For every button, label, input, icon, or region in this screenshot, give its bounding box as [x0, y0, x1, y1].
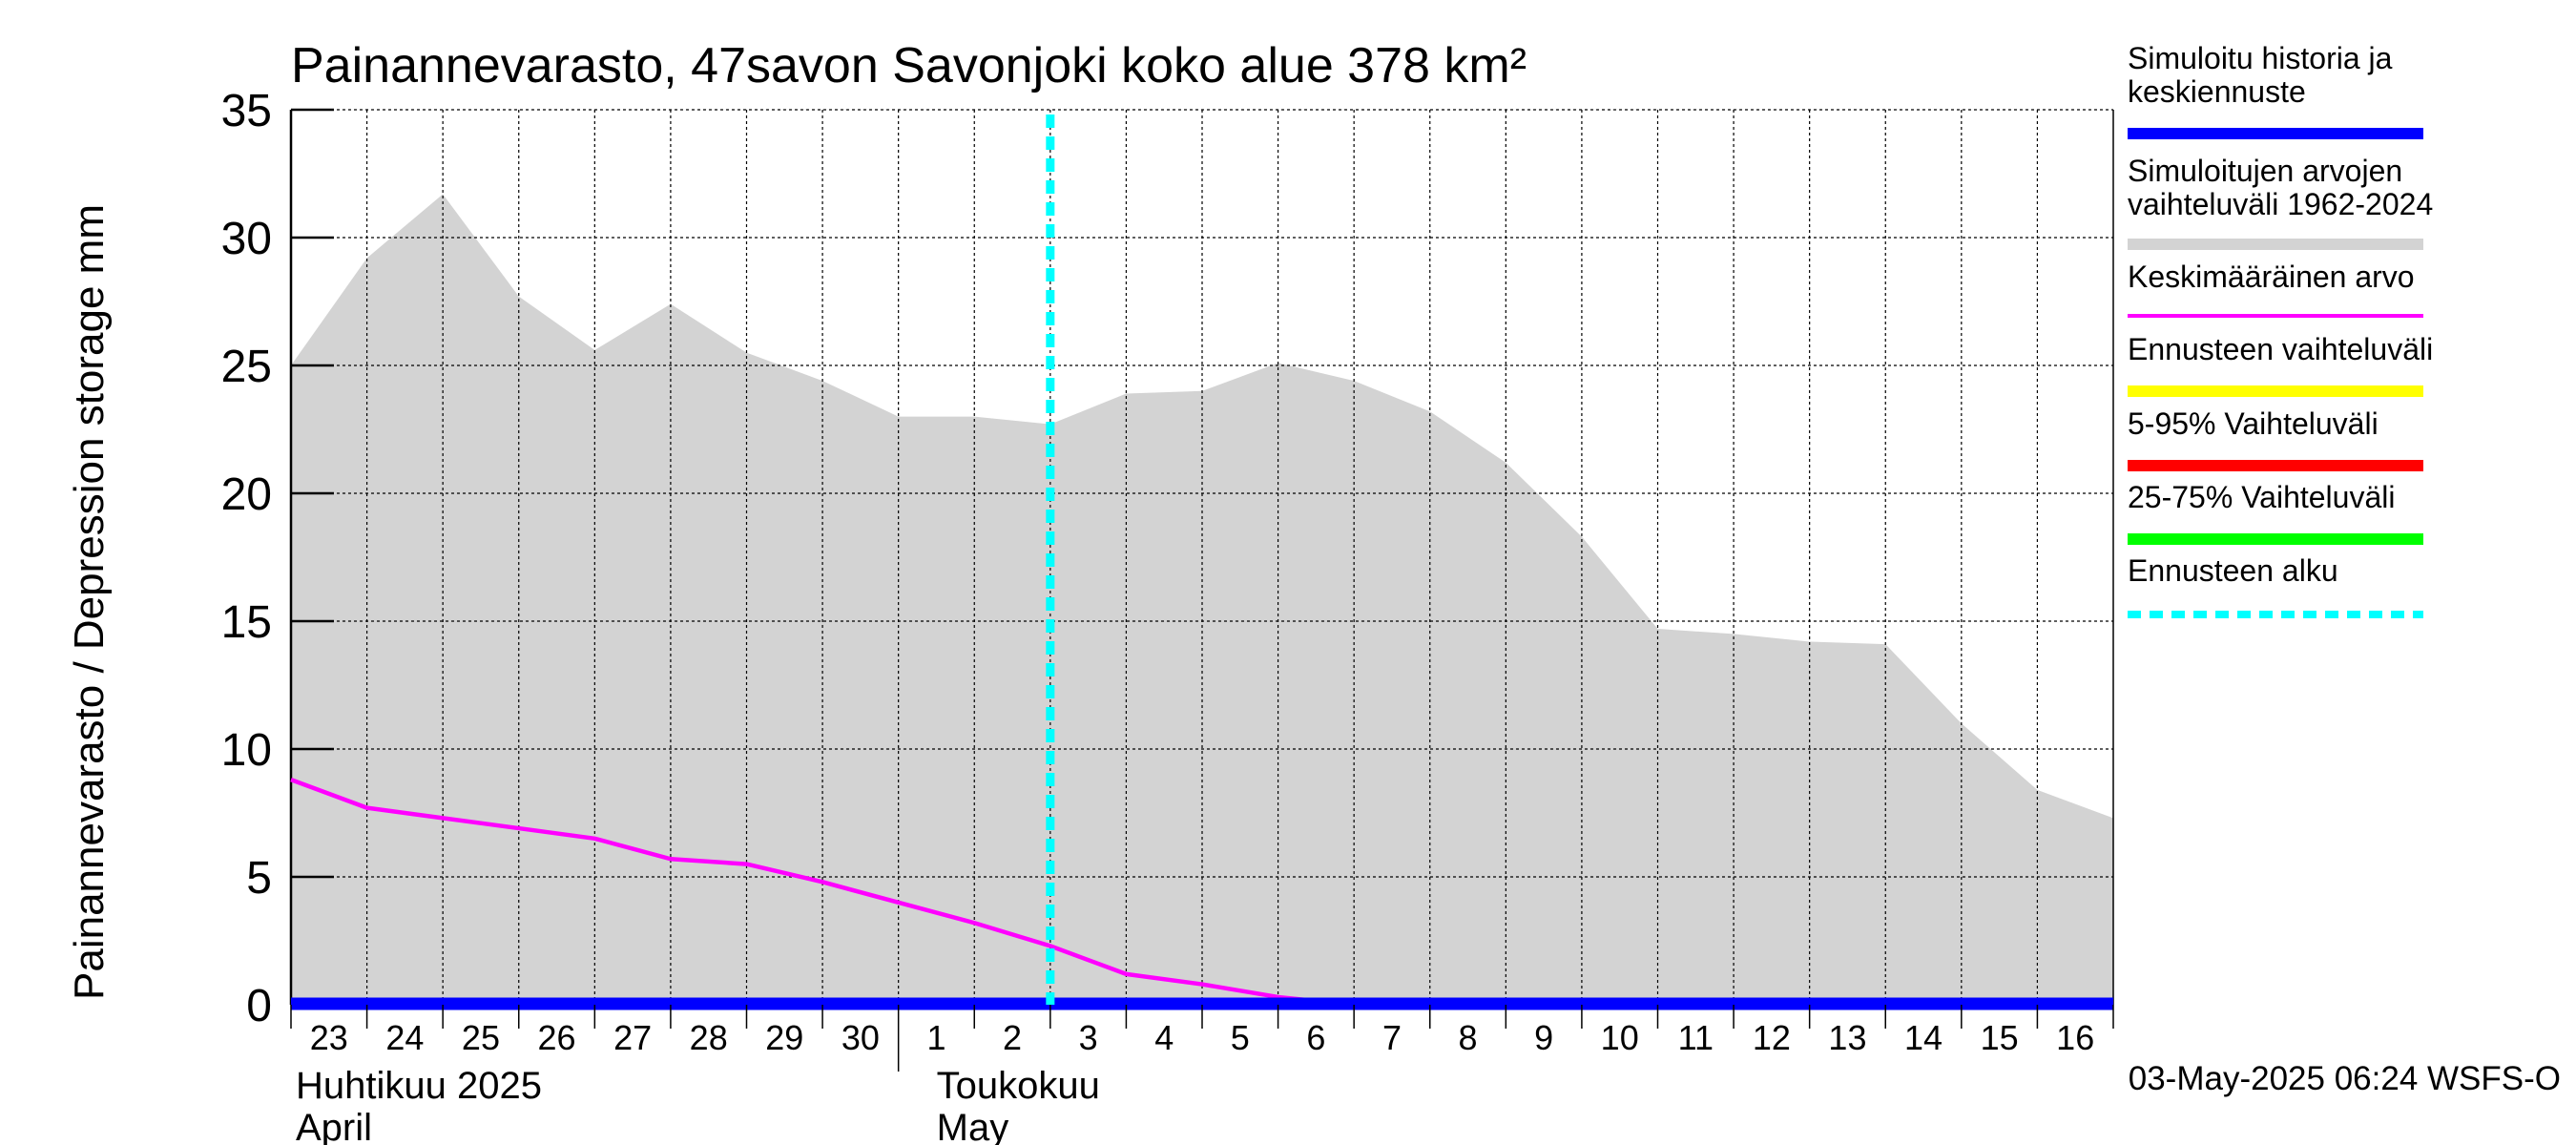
x-tick-label: 27: [613, 1018, 652, 1057]
y-tick-label: 10: [221, 725, 272, 776]
footer-timestamp: 03-May-2025 06:24 WSFS-O: [2129, 1060, 2561, 1097]
legend-item-label: keskiennuste: [2128, 74, 2306, 109]
y-tick-label: 20: [221, 469, 272, 520]
x-tick-label: 13: [1828, 1018, 1866, 1057]
x-tick-label: 23: [310, 1018, 348, 1057]
legend-item-label: Ennusteen alku: [2128, 553, 2338, 588]
chart-title: Painannevarasto, 47savon Savonjoki koko …: [291, 38, 1527, 94]
x-tick-label: 6: [1306, 1018, 1325, 1057]
legend-item-label: 5-95% Vaihteluväli: [2128, 406, 2379, 441]
x-tick-label: 10: [1601, 1018, 1639, 1057]
y-tick-label: 35: [221, 86, 272, 136]
y-tick-label: 15: [221, 597, 272, 648]
legend-item-label: 25-75% Vaihteluväli: [2128, 480, 2395, 514]
y-tick-label: 0: [246, 981, 272, 1031]
legend-item-label: Simuloitu historia ja: [2128, 41, 2393, 75]
x-tick-label: 7: [1382, 1018, 1402, 1057]
x-tick-label: 8: [1459, 1018, 1478, 1057]
x-tick-label: 15: [1981, 1018, 2019, 1057]
y-tick-label: 25: [221, 342, 272, 392]
y-tick-label: 30: [221, 214, 272, 264]
x-tick-label: 9: [1534, 1018, 1553, 1057]
x-tick-label: 30: [841, 1018, 880, 1057]
x-tick-label: 1: [926, 1018, 945, 1057]
legend-item-label: Ennusteen vaihteluväli: [2128, 332, 2433, 366]
x-tick-label: 11: [1678, 1018, 1714, 1057]
x-tick-label: 24: [385, 1018, 424, 1057]
x-tick-label: 28: [690, 1018, 728, 1057]
x-tick-label: 25: [462, 1018, 500, 1057]
month-label-fi: Huhtikuu 2025: [296, 1065, 542, 1107]
x-tick-label: 29: [765, 1018, 803, 1057]
y-axis-label: Painannevarasto / Depression storage mm: [66, 204, 113, 1000]
month-label-en: April: [296, 1107, 372, 1145]
x-tick-label: 16: [2056, 1018, 2094, 1057]
x-tick-label: 2: [1003, 1018, 1022, 1057]
x-tick-label: 4: [1154, 1018, 1174, 1057]
x-tick-label: 3: [1079, 1018, 1098, 1057]
legend-item-label: Keskimääräinen arvo: [2128, 260, 2415, 294]
legend-item-label: Simuloitujen arvojen: [2128, 154, 2402, 188]
x-tick-label: 14: [1904, 1018, 1942, 1057]
x-tick-label: 12: [1753, 1018, 1791, 1057]
month-label-en: May: [937, 1107, 1009, 1145]
x-tick-label: 5: [1231, 1018, 1250, 1057]
y-tick-label: 5: [246, 853, 272, 904]
legend-item-label: vaihteluväli 1962-2024: [2128, 187, 2433, 221]
month-label-fi: Toukokuu: [937, 1065, 1100, 1107]
x-tick-label: 26: [538, 1018, 576, 1057]
